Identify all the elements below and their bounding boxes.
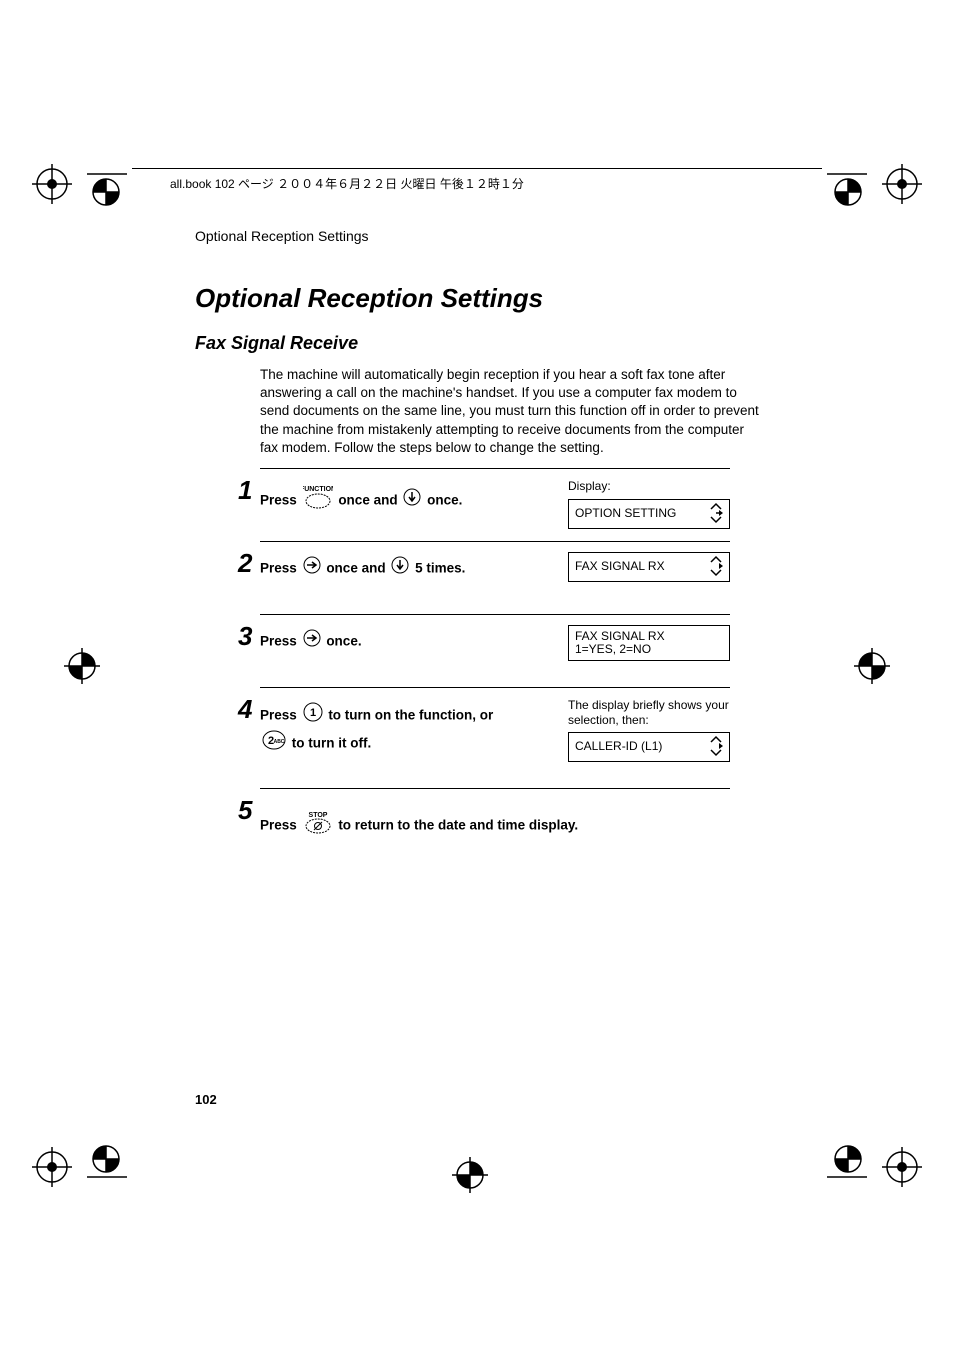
step-3: 3 Press once. FAX SIGNAL RX 1=YES, 2=NO <box>260 614 730 687</box>
svg-text:FUNCTION: FUNCTION <box>303 486 333 493</box>
step-1-display: Display: OPTION SETTING <box>568 479 730 529</box>
step-1-instruction: Press FUNCTION once and once. <box>260 483 550 519</box>
step-1-number: 1 <box>238 475 252 506</box>
section-header: Optional Reception Settings <box>195 228 369 244</box>
main-title: Optional Reception Settings <box>195 283 543 314</box>
step-2-display: FAX SIGNAL RX <box>568 552 730 582</box>
step-3-display: FAX SIGNAL RX 1=YES, 2=NO <box>568 625 730 661</box>
step-4-instruction: Press 1 to turn on the function, or 2ABC… <box>260 702 550 758</box>
lcd-1: OPTION SETTING <box>568 499 730 529</box>
step-1: 1 Press FUNCTION once and once. Display:… <box>260 468 730 541</box>
stop-button-icon: STOP <box>303 809 333 843</box>
down-arrow-button-icon <box>391 556 409 582</box>
step-3-number: 3 <box>238 621 252 652</box>
steps-list: 1 Press FUNCTION once and once. Display:… <box>260 468 730 867</box>
step-2-number: 2 <box>238 548 252 579</box>
keypad-1-button-icon: 1 <box>303 702 323 730</box>
step-5-number: 5 <box>238 795 252 826</box>
header-text: all.book 102 ページ ２００４年６月２２日 火曜日 午後１２時１分 <box>170 175 524 192</box>
sub-title: Fax Signal Receive <box>195 333 358 354</box>
svg-text:STOP: STOP <box>308 812 327 819</box>
keypad-2-button-icon: 2ABC <box>262 730 286 758</box>
crop-mark-bottom-center <box>450 1155 490 1195</box>
down-arrow-button-icon <box>403 488 421 514</box>
step-4: 4 Press 1 to turn on the function, or 2A… <box>260 687 730 788</box>
step-2-instruction: Press once and 5 times. <box>260 556 550 582</box>
crop-mark-bottom-right <box>812 1135 922 1195</box>
right-arrow-button-icon <box>303 556 321 582</box>
header-rule <box>132 168 822 169</box>
page-number: 102 <box>195 1092 217 1107</box>
svg-text:ABC: ABC <box>274 739 285 745</box>
function-button-icon: FUNCTION <box>303 483 333 519</box>
step-4-number: 4 <box>238 694 252 725</box>
crop-mark-top-right <box>812 156 922 216</box>
lcd-2: FAX SIGNAL RX <box>568 552 730 582</box>
crop-mark-left <box>62 646 102 686</box>
crop-mark-top-left <box>32 156 142 216</box>
display-label: Display: <box>568 479 730 493</box>
step-4-display: The display briefly shows your selection… <box>568 698 730 762</box>
lcd-3: FAX SIGNAL RX 1=YES, 2=NO <box>568 625 730 661</box>
lcd-4: CALLER-ID (L1) <box>568 732 730 762</box>
svg-text:1: 1 <box>309 707 315 719</box>
lcd-scroll-icon <box>709 555 723 580</box>
crop-mark-bottom-left <box>32 1135 142 1195</box>
crop-mark-right <box>852 646 892 686</box>
step-4-note: The display briefly shows your selection… <box>568 698 730 728</box>
step-5-instruction: Press STOP to return to the date and tim… <box>260 809 700 843</box>
right-arrow-button-icon <box>303 629 321 655</box>
step-3-instruction: Press once. <box>260 629 550 655</box>
lcd-scroll-icon <box>709 502 723 527</box>
body-paragraph: The machine will automatically begin rec… <box>260 366 760 457</box>
step-2: 2 Press once and 5 times. FAX SIGNAL RX <box>260 541 730 614</box>
lcd-scroll-icon <box>709 735 723 760</box>
step-5: 5 Press STOP to return to the date and t… <box>260 788 730 867</box>
